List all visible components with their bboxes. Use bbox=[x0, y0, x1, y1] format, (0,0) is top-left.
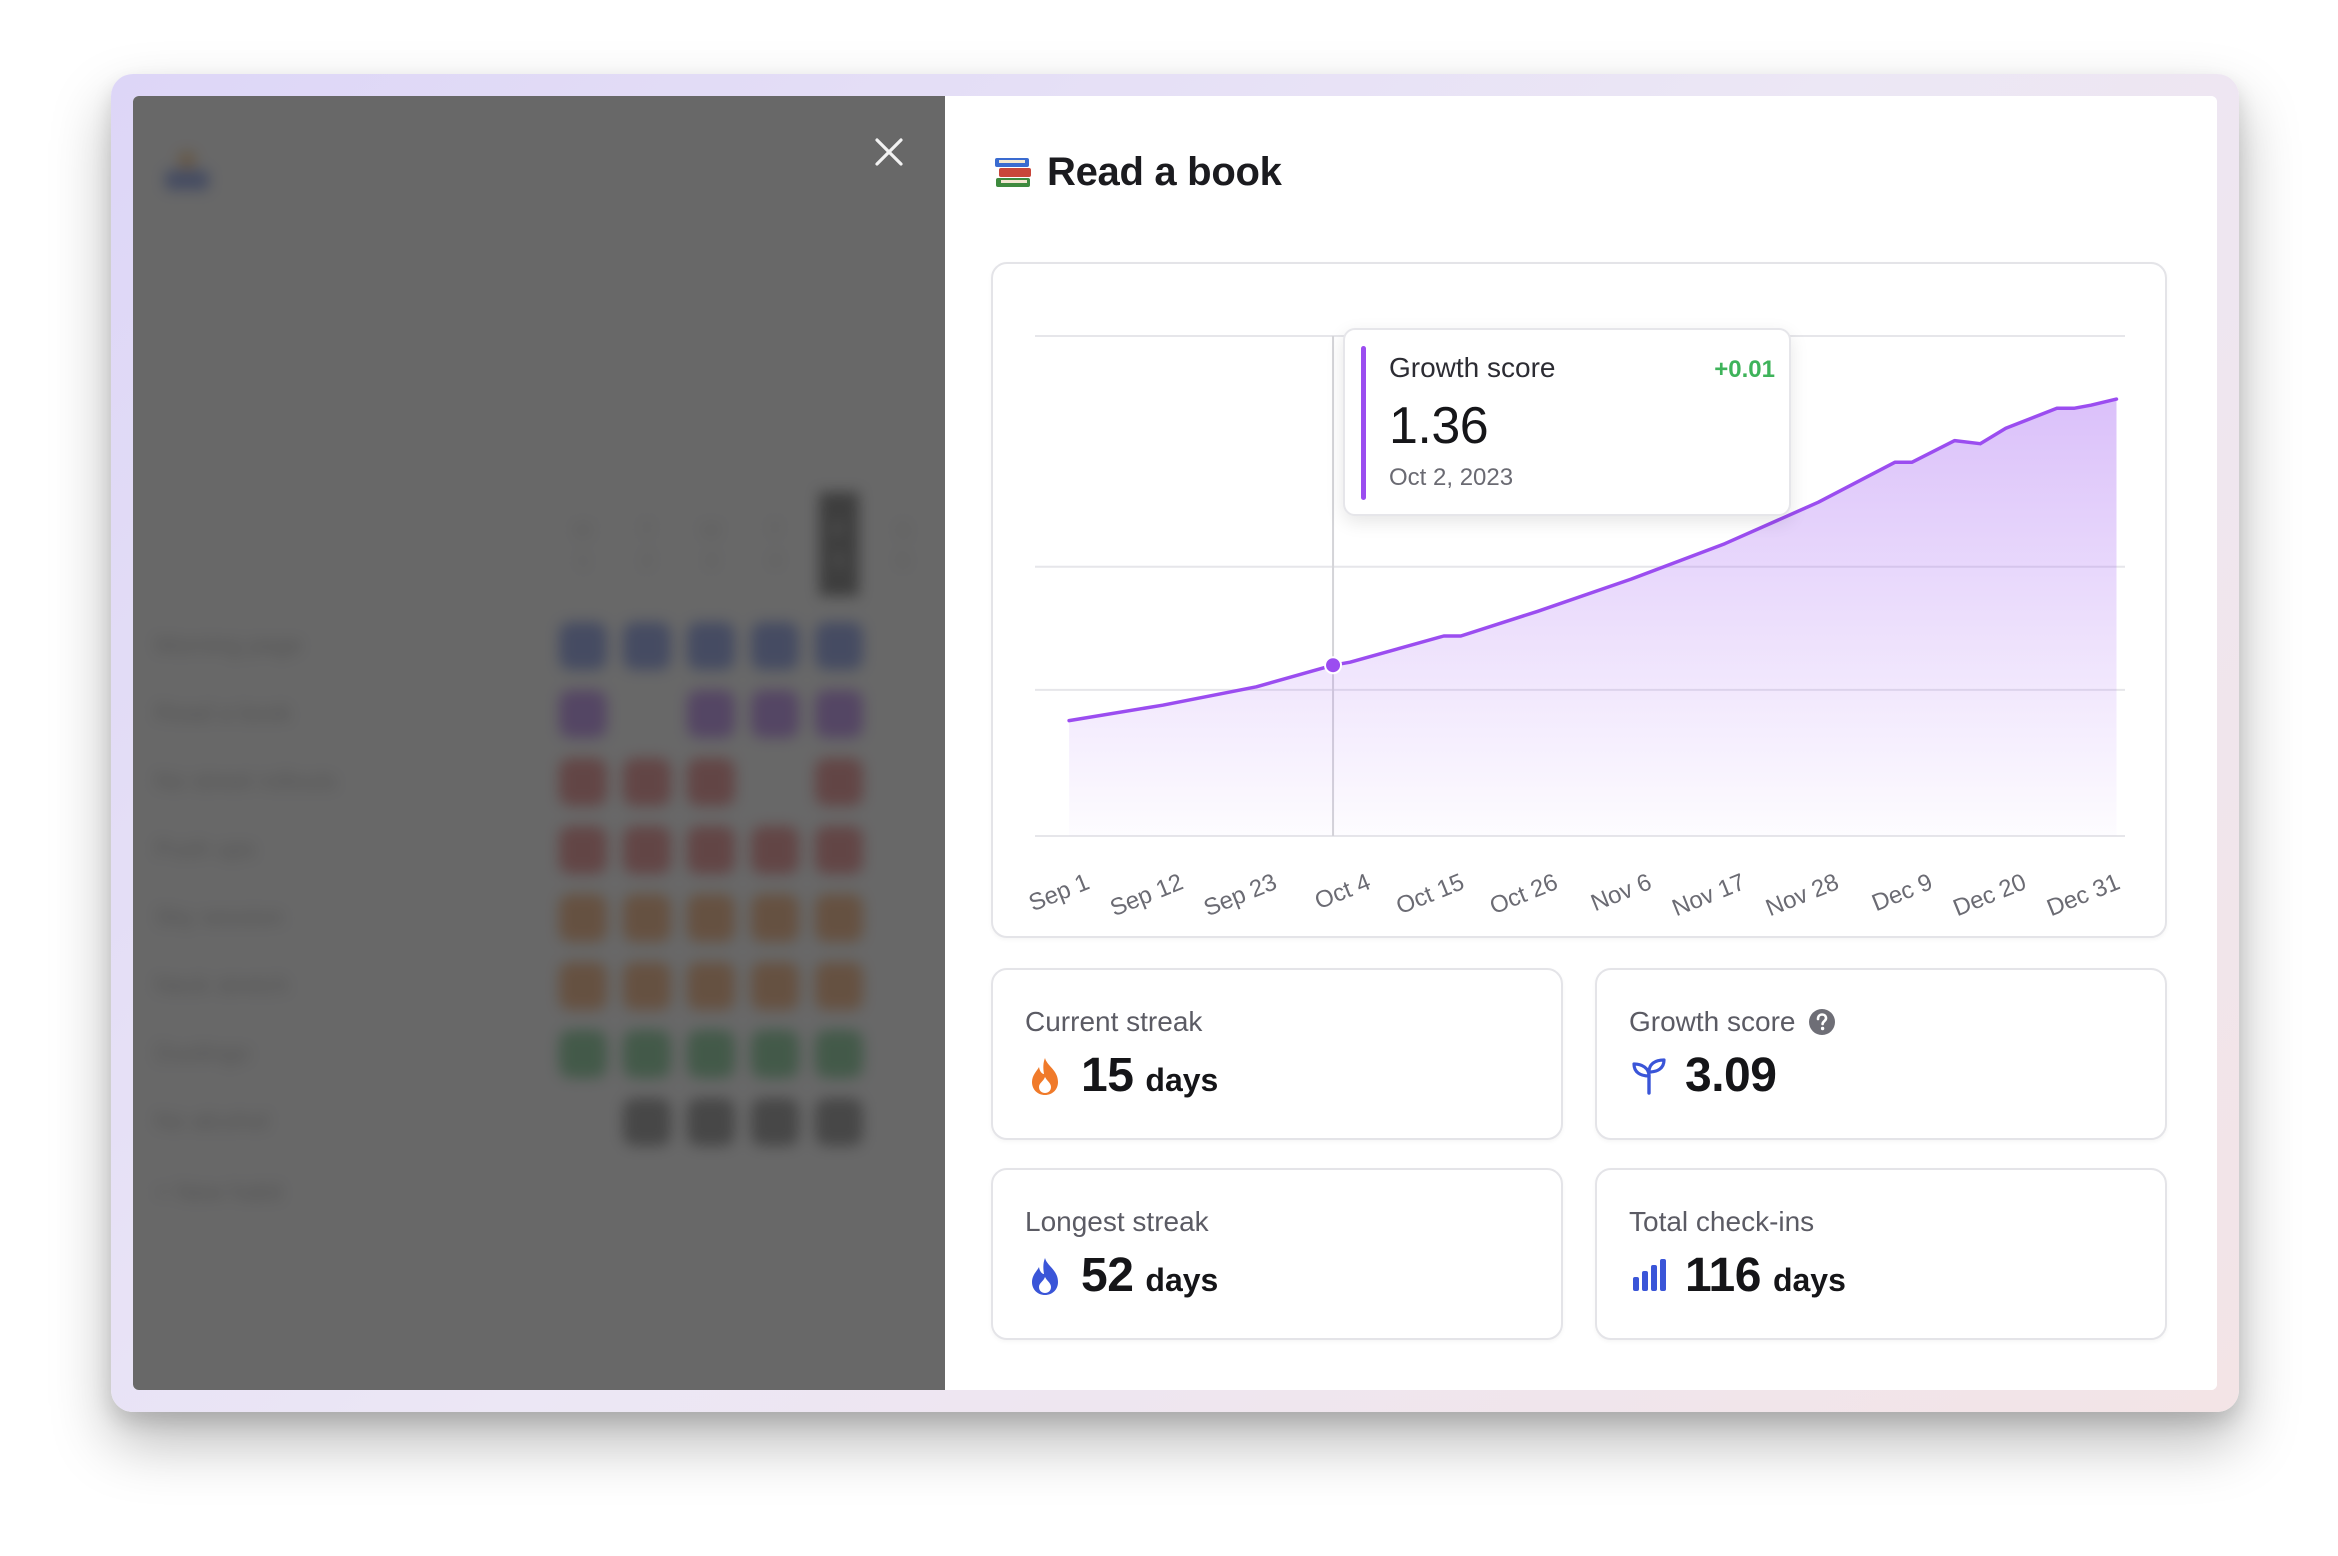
stat-value-row: 116 days bbox=[1629, 1248, 1846, 1303]
habit-title-row: Read a book bbox=[993, 142, 1282, 202]
stat-unit: days bbox=[1145, 1062, 1219, 1098]
fire-icon bbox=[1032, 1257, 1058, 1295]
growth-chart-card: Sep 1 Sep 12 Sep 23 Oct 4 Oct 15 Oct 26 Nov 6 N… bbox=[991, 262, 2167, 938]
stat-unit: days bbox=[1145, 1262, 1219, 1298]
current-streak-card: Current streak 15 days bbox=[991, 968, 1563, 1140]
chart-tooltip: Growth score +0.01 1.36 Oct 2, 2023 bbox=[1343, 328, 1791, 516]
stat-label: Longest streak bbox=[1025, 1206, 1209, 1237]
sprout-icon bbox=[1632, 1057, 1666, 1095]
close-icon[interactable] bbox=[869, 132, 909, 172]
series-area bbox=[1069, 399, 2117, 836]
tooltip-delta: +0.01 bbox=[1714, 356, 1775, 383]
stat-value: 52 bbox=[1081, 1249, 1134, 1302]
stat-value-row: 52 days bbox=[1025, 1248, 1218, 1303]
x-tick-label: Oct 26 bbox=[1486, 869, 1562, 921]
background-app: M1T2W3T4F5S6Morning pageRead a bookNo st… bbox=[133, 96, 945, 1390]
page-title: Read a book bbox=[1047, 149, 1282, 194]
growth-score-card: Growth score 3.09 bbox=[1595, 968, 2167, 1140]
tooltip-date: Oct 2, 2023 bbox=[1389, 464, 1514, 491]
x-tick-label: Dec 31 bbox=[2043, 869, 2124, 923]
stat-value-row: 3.09 bbox=[1629, 1048, 1777, 1103]
stat-value: 116 bbox=[1685, 1249, 1761, 1302]
books-icon bbox=[995, 158, 1031, 187]
stat-value-row: 15 days bbox=[1025, 1048, 1218, 1103]
x-tick-label: Dec 20 bbox=[1949, 869, 2030, 923]
tooltip-series-marker bbox=[1361, 346, 1366, 500]
stat-label-row: Growth score bbox=[1629, 1006, 1836, 1038]
tooltip-value: 1.36 bbox=[1389, 397, 1489, 455]
x-tick-label: Nov 17 bbox=[1668, 869, 1749, 923]
app-window: M1T2W3T4F5S6Morning pageRead a bookNo st… bbox=[133, 96, 2217, 1390]
window-frame: M1T2W3T4F5S6Morning pageRead a bookNo st… bbox=[111, 74, 2239, 1412]
x-tick-label: Sep 12 bbox=[1106, 869, 1187, 923]
longest-streak-card: Longest streak 52 days bbox=[991, 1168, 1563, 1340]
growth-chart[interactable]: Sep 1 Sep 12 Sep 23 Oct 4 Oct 15 Oct 26 Nov 6 N… bbox=[993, 264, 2165, 936]
total-checkins-card: Total check-ins 116 days bbox=[1595, 1168, 2167, 1340]
x-tick-label: Nov 28 bbox=[1762, 869, 1843, 923]
stat-value: 3.09 bbox=[1685, 1049, 1777, 1102]
stat-value: 15 bbox=[1081, 1049, 1134, 1102]
stat-label: Total check-ins bbox=[1629, 1206, 1815, 1237]
x-tick-label: Dec 9 bbox=[1868, 869, 1936, 918]
x-tick-label: Nov 6 bbox=[1587, 869, 1655, 918]
stat-label: Growth score bbox=[1629, 1006, 1796, 1037]
highlight-point bbox=[1324, 656, 1343, 675]
x-tick-label: Sep 23 bbox=[1200, 869, 1281, 923]
x-tick-label: Sep 1 bbox=[1025, 869, 1093, 918]
tooltip-label: Growth score bbox=[1389, 352, 1556, 383]
stat-unit: days bbox=[1772, 1262, 1846, 1298]
help-circle-icon[interactable] bbox=[1808, 1008, 1836, 1036]
modal-backdrop[interactable] bbox=[133, 96, 945, 1390]
stat-label: Current streak bbox=[1025, 1006, 1203, 1037]
fire-icon bbox=[1032, 1057, 1058, 1095]
bar-chart-icon bbox=[1633, 1258, 1666, 1291]
x-tick-label: Oct 4 bbox=[1311, 869, 1374, 916]
habit-detail-panel: Read a book Sep 1 Sep 12 Sep 23 Oct 4 Oct 15… bbox=[945, 96, 2217, 1390]
x-tick-label: Oct 15 bbox=[1392, 869, 1468, 921]
